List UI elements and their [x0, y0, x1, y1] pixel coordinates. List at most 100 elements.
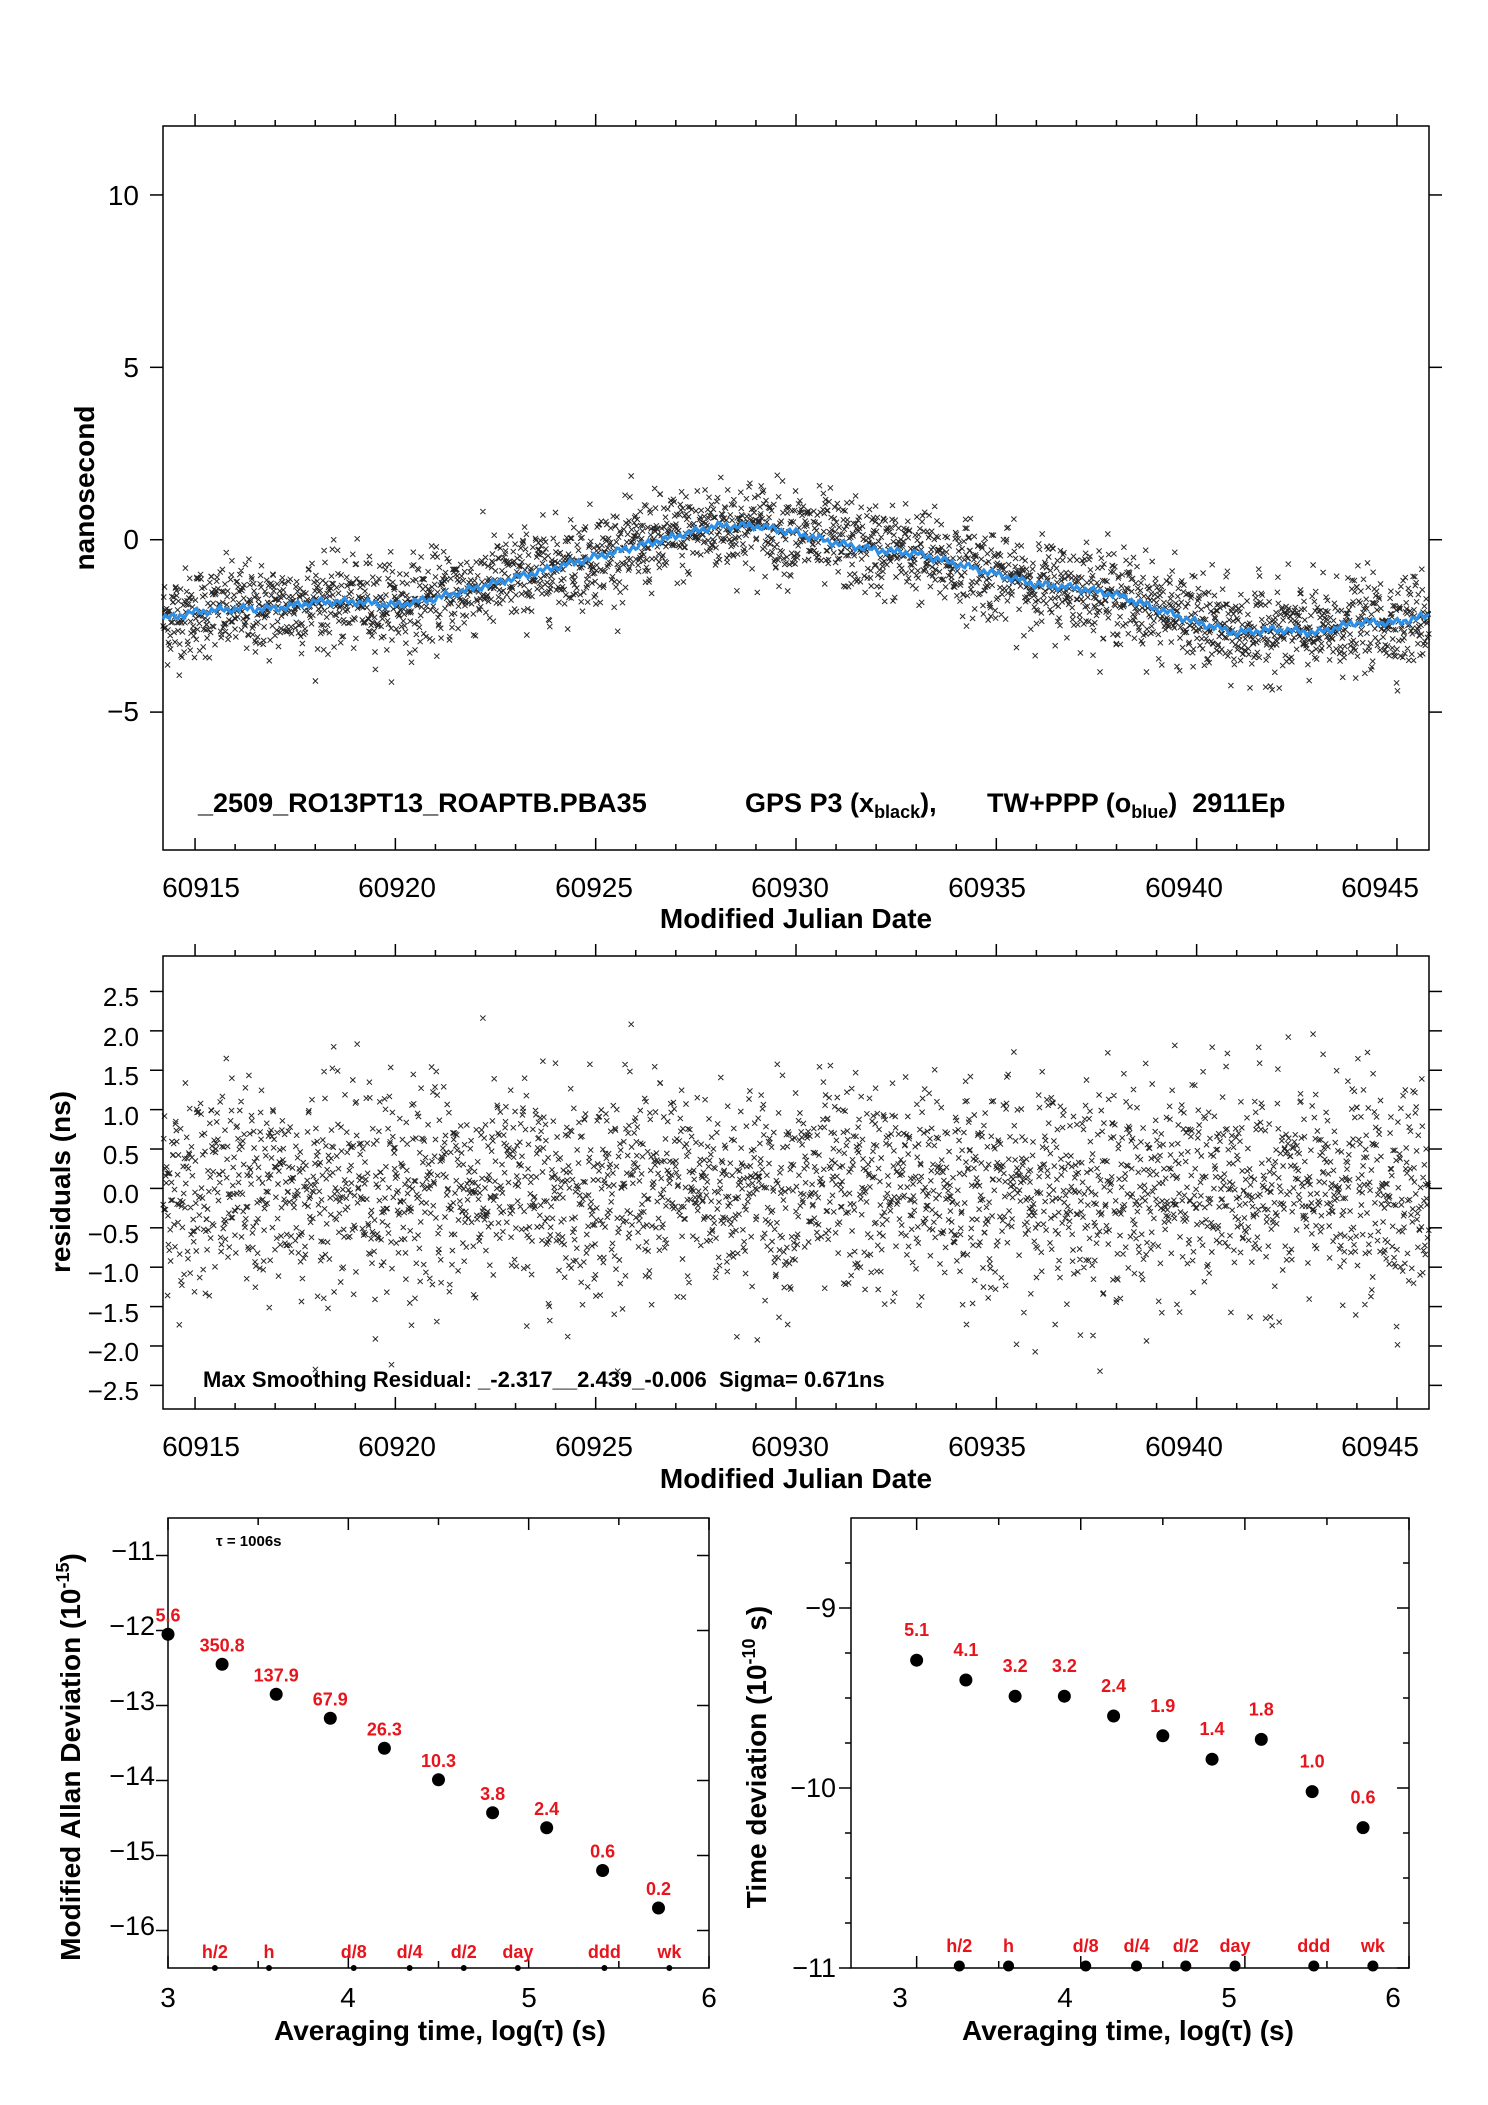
gps-sep: ),: [920, 788, 937, 818]
mdev-point: [540, 1821, 554, 1835]
mdev-tau-label: τ = 1006s: [216, 1533, 282, 1550]
mdev-ylabel-exp: -15: [53, 1562, 73, 1588]
residuals-data-cloud: [160, 1015, 1432, 1375]
tdev-time-markers: h/2 h d/8 d/4 d/2 day ddd wk: [946, 1936, 1386, 1972]
mdev-point: [323, 1711, 337, 1725]
tdev-ylabel-close: s): [741, 1606, 772, 1639]
tdev-marker-label: day: [1220, 1936, 1251, 1956]
mdev-marker-label: day: [502, 1942, 533, 1962]
tdev-marker-label: d/4: [1124, 1936, 1150, 1956]
mdev-ytick-label: −16: [109, 1911, 155, 1941]
tdev-ytick-label: −10: [790, 1773, 836, 1803]
mdev-point-label: 5.6: [155, 1605, 180, 1625]
mdev-point-label: 0.2: [646, 1879, 671, 1899]
tdev-marker-label: wk: [1360, 1936, 1386, 1956]
residuals-ytick-label: −1.5: [88, 1298, 139, 1328]
tdev-xtick-label: 3: [892, 1982, 908, 2013]
mdev-point: [486, 1806, 500, 1820]
mdev-point-label: 3.8: [480, 1784, 505, 1804]
tdev-xtick-label: 4: [1057, 1982, 1073, 2013]
residuals-ytick-label: 2.5: [103, 982, 139, 1012]
residuals-xtick-label: 60940: [1145, 1431, 1223, 1462]
tdev-xtick-label: 5: [1221, 1982, 1237, 2013]
tdev-marker-dot: [1229, 1960, 1241, 1972]
tdev-plot-frame: [850, 1517, 1410, 1969]
mdev-marker-label: d/2: [451, 1942, 477, 1962]
top-xtick-label: 60915: [162, 872, 240, 903]
residuals-ytick-label: −1.0: [88, 1258, 139, 1288]
dataset-id: _2509_RO13PT13_ROAPTB.PBA35: [197, 788, 647, 818]
mdev-plot-frame: [167, 1517, 710, 1969]
residuals-x-axis-label: Modified Julian Date: [660, 1463, 932, 1494]
residuals-xtick-label: 60915: [162, 1431, 240, 1462]
tdev-point: [1305, 1785, 1319, 1799]
mdev-point-label: 137.9: [254, 1665, 299, 1685]
tdev-point-label: 2.4: [1101, 1676, 1126, 1696]
mdev-point-label: 67.9: [313, 1689, 348, 1709]
tdev-point-label: 1.9: [1150, 1696, 1175, 1716]
mdev-ylabel-main: Modified Allan Deviation (10: [55, 1589, 86, 1961]
mdev-y-axis-label: Modified Allan Deviation (10-15): [53, 1553, 86, 1961]
residual-x-markers: [160, 1015, 1432, 1375]
mdev-point: [161, 1627, 175, 1641]
tdev-point-label: 1.8: [1249, 1699, 1274, 1719]
mdev-point-label: 2.4: [534, 1799, 559, 1819]
tdev-point: [1205, 1752, 1219, 1766]
tdev-point: [1356, 1821, 1370, 1835]
mdev-point-label: 26.3: [367, 1719, 402, 1739]
residuals-ytick-label: 0.5: [103, 1140, 139, 1170]
mdev-xtick-label: 3: [160, 1982, 176, 2013]
gps-label: GPS P3 (x: [745, 788, 874, 818]
tdev-ylabel-main: Time deviation (10: [741, 1664, 772, 1908]
tdev-point-label: 3.2: [1003, 1656, 1028, 1676]
tw-label: TW+PPP (o: [987, 788, 1131, 818]
tdev-marker-label: h: [1003, 1936, 1014, 1956]
residuals-ytick-label: −2.0: [88, 1337, 139, 1367]
tdev-point: [1008, 1689, 1022, 1703]
tdev-points: 5.1 4.1 3.2 3.2 2.4 1.9 1.4 1.8 1.0 0.6: [904, 1620, 1376, 1835]
tdev-point: [1254, 1732, 1268, 1746]
mdev-marker-label: h: [263, 1942, 274, 1962]
mdev-point: [432, 1773, 445, 1787]
mdev-xtick-label: 5: [521, 1982, 537, 2013]
tdev-marker-dot: [1367, 1960, 1379, 1972]
tdev-point-label: 0.6: [1351, 1788, 1376, 1808]
tdev-point: [910, 1653, 924, 1667]
residuals-plot-frame: [162, 955, 1430, 1410]
tdev-point-label: 1.4: [1200, 1719, 1225, 1739]
mdev-marker-label: h/2: [202, 1942, 228, 1962]
mdev-point: [596, 1864, 610, 1877]
tdev-point-label: 1.0: [1300, 1752, 1325, 1772]
mdev-marker-dot: [406, 1965, 413, 1971]
tw-sub: blue: [1131, 802, 1168, 822]
residuals-xtick-label: 60920: [358, 1431, 436, 1462]
top-x-axis-label: Modified Julian Date: [660, 903, 932, 934]
residuals-ytick-label: 2.0: [103, 1022, 139, 1052]
black-x-markers: [160, 472, 1432, 694]
tdev-point: [959, 1673, 973, 1687]
tdev-marker-dot: [1003, 1960, 1015, 1972]
tdev-marker-label: d/2: [1173, 1936, 1199, 1956]
tdev-marker-dot: [1131, 1960, 1143, 1972]
residuals-xtick-label: 60945: [1341, 1431, 1419, 1462]
residuals-ytick-label: −2.5: [88, 1376, 139, 1406]
mdev-point-label: 10.3: [421, 1751, 456, 1771]
tdev-marker-label: h/2: [946, 1936, 972, 1956]
mdev-marker-dot: [211, 1965, 218, 1971]
mdev-xtick-label: 6: [701, 1982, 717, 2013]
top-xtick-label: 60935: [948, 872, 1026, 903]
tdev-point: [1057, 1689, 1071, 1703]
mdev-marker-dot: [601, 1965, 608, 1971]
tdev-marker-dot: [953, 1960, 965, 1972]
mdev-tick-marks: [156, 1518, 710, 1968]
blue-smoothed-line: [161, 520, 1430, 639]
tdev-ytick-label: −9: [805, 1593, 836, 1623]
tdev-marker-dot: [1080, 1960, 1092, 1972]
residuals-xtick-label: 60930: [751, 1431, 829, 1462]
top-ytick-label: 10: [108, 180, 139, 211]
tdev-x-axis-label: Averaging time, log(τ) (s): [962, 2015, 1294, 2046]
tdev-point-label: 4.1: [953, 1640, 978, 1660]
tdev-marker-label: ddd: [1297, 1936, 1330, 1956]
tdev-ytick-label: −11: [792, 1953, 836, 1983]
residuals-ytick-label: 1.5: [103, 1061, 139, 1091]
